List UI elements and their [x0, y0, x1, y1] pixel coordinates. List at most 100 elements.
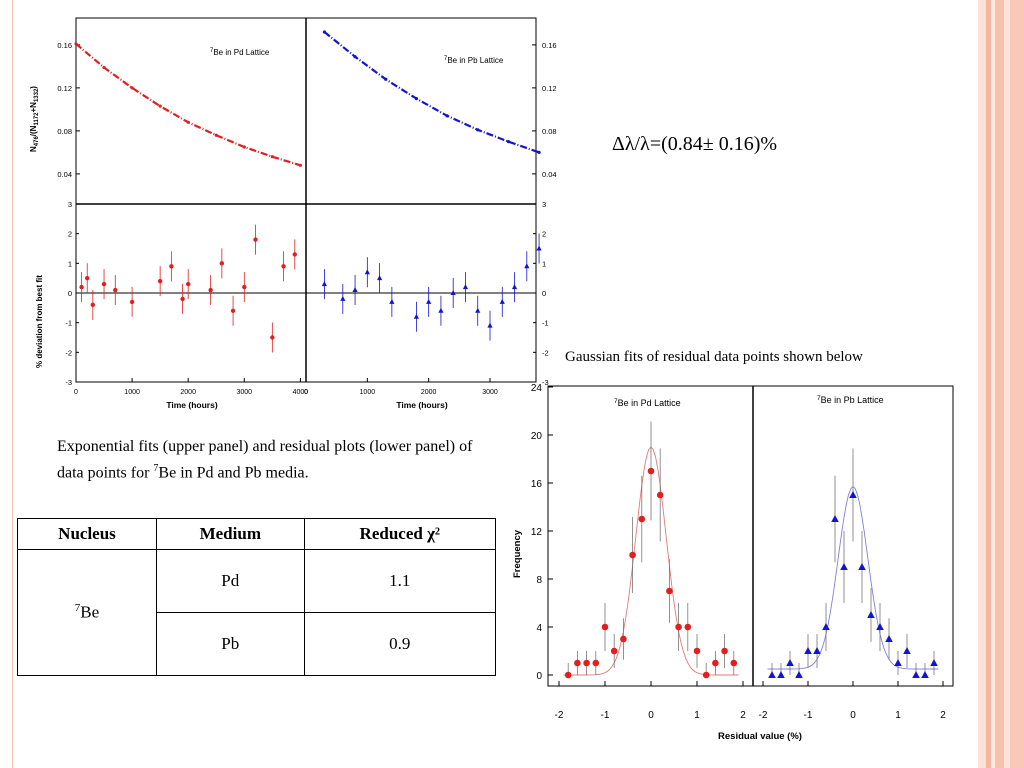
pd-freq-point [620, 635, 627, 643]
pd-residual-point [281, 264, 286, 269]
freq-ytick-label: 20 [531, 431, 543, 442]
pb-freq-point [831, 515, 839, 522]
chi2-cell: 0.9 [303, 612, 497, 676]
decay-ylabel: N476/(N1172+N1332) [29, 86, 40, 152]
pb-freq-point [858, 563, 866, 570]
chi-squared-table: Nucleus Medium Reduced χ² 7Be Pd 1.1 Pb … [17, 518, 497, 676]
pd-freq-point [730, 659, 738, 667]
pb-freq-point [930, 659, 938, 666]
pd-freq-point [675, 623, 682, 631]
pb-xtick-label: 1000 [360, 389, 376, 396]
pb-freq-point [840, 563, 848, 570]
freq-ytick-label: 16 [531, 479, 543, 490]
pb-gauss-xtick-label: -2 [759, 710, 768, 721]
pd-xtick-label: 2000 [180, 389, 196, 396]
pb-decay-point [414, 97, 418, 101]
pd-decay-point [242, 145, 246, 149]
freq-ytick-label: 0 [536, 671, 542, 682]
pd-freq-point [564, 671, 572, 679]
pb-freq-point [921, 671, 929, 678]
decay-residual-figure: 7Be in Pd Lattice 7Be in Pb Lattice N476… [29, 17, 557, 410]
pb-freq-point [813, 647, 821, 654]
pd-xtick-label: 1000 [124, 389, 140, 396]
pb-xtick-label: 0 [304, 389, 308, 396]
pd-xtick-label: 0 [74, 389, 78, 396]
residual-ytick-label-right: 2 [542, 230, 546, 239]
pd-residual-point [230, 308, 236, 313]
residual-value-xlabel: Residual value (%) [718, 731, 802, 742]
decay-ytick-label-right: 0.08 [542, 127, 557, 136]
pb-freq-point [894, 659, 902, 666]
pb-freq-point [885, 635, 893, 642]
pb-freq-point [768, 671, 776, 678]
pb-decay-point [506, 140, 510, 144]
residual-ytick-label: 0 [68, 289, 72, 298]
pd-freq-point [638, 515, 646, 523]
pd-decay-point [102, 65, 106, 70]
pb-freq-point [777, 671, 785, 678]
pb-xtick-label: 2000 [421, 389, 437, 396]
pb-residual-point [340, 295, 346, 301]
freq-ytick-label: 8 [536, 575, 542, 586]
residual-ytick-label-right: 1 [542, 259, 546, 268]
pd-residual-point [85, 275, 90, 281]
residual-ytick-label-right: -1 [542, 319, 549, 328]
pd-residual-point [253, 237, 258, 242]
freq-ytick-label: 12 [531, 527, 543, 538]
pd-residual-point [79, 284, 84, 290]
pd-freq-point [721, 647, 728, 655]
pb-residual-point [524, 263, 530, 269]
pd-decay-point [158, 104, 162, 108]
pd-gauss-frame [547, 385, 754, 687]
pb-residual-point [426, 298, 432, 304]
pb-residual-point [413, 313, 419, 319]
pb-residual-point [450, 290, 456, 295]
gaussian-figure: 7Be in Pd Lattice 7Be in Pb Lattice Freq… [512, 383, 954, 742]
pd-decay-point [186, 120, 190, 124]
frequency-ylabel: Frequency [512, 529, 523, 578]
header-nucleus: Nucleus [17, 518, 157, 550]
pb-residual-point [364, 269, 370, 275]
pd-lattice-label: 7Be in Pd Lattice [210, 48, 270, 57]
pd-gauss-xtick-label: -1 [601, 710, 610, 721]
pd-decay-series [75, 42, 301, 167]
pb-freq-point [912, 671, 920, 678]
pd-residual-point [129, 299, 135, 305]
pd-residual-point [219, 261, 225, 266]
pd-residual-point [169, 264, 174, 269]
decay-ytick-label: 0.08 [57, 127, 72, 136]
pb-freq-point [876, 623, 884, 630]
pd-freq-point [702, 671, 710, 679]
medium-cell: Pb [155, 612, 305, 676]
pd-residual-point [157, 278, 163, 284]
decay-ytick-label: 0.12 [57, 84, 72, 93]
residual-ytick-label: -2 [65, 348, 72, 357]
pb-residual-point [389, 298, 395, 304]
gauss-pb-label: 7Be in Pb Lattice [817, 395, 884, 405]
gaussian-caption: Gaussian fits of residual data points sh… [565, 349, 863, 365]
pb-residual-point [499, 298, 505, 304]
pb-decay-point [445, 114, 449, 118]
pb-freq-point [822, 623, 830, 630]
decay-rate-change: Δλ/λ=(0.84± 0.16)% [612, 133, 778, 155]
pb-residual-point [438, 307, 444, 313]
decay-ytick-label: 0.04 [57, 170, 72, 179]
pb-decay-series [323, 31, 540, 154]
pd-gauss-xtick-label: -2 [555, 710, 564, 721]
pd-freq-point [610, 647, 618, 655]
pb-gauss-xtick-label: 2 [940, 710, 946, 721]
pb-gauss-xtick-label: 1 [895, 710, 901, 721]
decay-ytick-label-right: 0.04 [542, 170, 557, 179]
pd-decay-point [74, 42, 78, 46]
pd-freq-point [574, 659, 581, 667]
pb-decay-point [322, 30, 326, 34]
pb-xlabel: Time (hours) [396, 400, 447, 410]
pd-residual-point [292, 252, 297, 257]
pd-freq-point [693, 647, 701, 655]
pb-residual-point [536, 245, 542, 251]
pd-residual-point [113, 287, 118, 293]
pb-freq-point [786, 659, 794, 666]
pd-xtick-label: 3000 [237, 389, 253, 396]
pd-residual-point [208, 287, 213, 293]
header-medium: Medium [155, 518, 305, 550]
